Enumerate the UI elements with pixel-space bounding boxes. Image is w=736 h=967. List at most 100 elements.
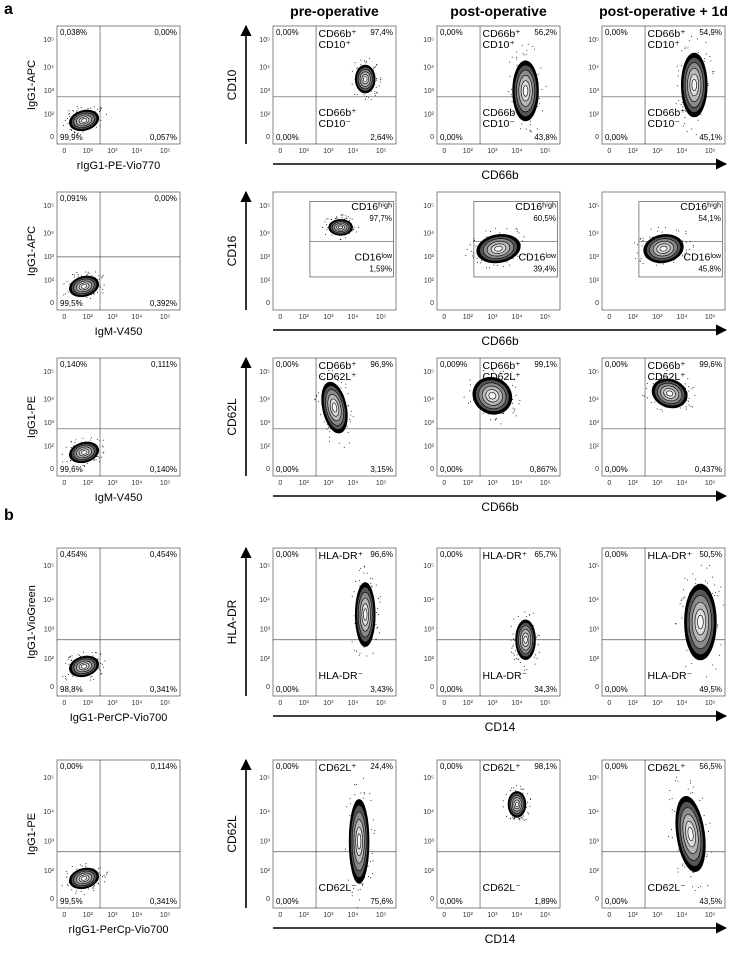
event-dot [80,275,82,277]
y-tick-label: 10³ [44,254,55,261]
x-tick-label: 10² [299,148,310,155]
event-dot [348,220,350,222]
quadrant-percent: 0,437% [695,465,722,474]
event-dot [325,218,327,220]
event-dot [349,217,351,219]
contour [363,608,368,621]
event-dot [503,370,505,372]
event-dot [678,230,680,232]
event-dot [379,596,381,598]
x-tick-label: 10⁵ [376,480,387,487]
event-dot [351,891,353,893]
event-dot [374,95,376,97]
event-dot [718,654,720,656]
y-tick-label: 10⁴ [588,396,599,403]
event-dot [681,240,683,242]
event-dot [540,67,542,69]
event-dot [512,384,514,386]
event-dot [81,865,83,867]
event-dot [66,873,68,875]
event-dot [507,91,509,93]
quadrant-percent: 34,3% [534,685,557,694]
x-tick-label: 0 [442,148,446,155]
event-dot [477,262,479,264]
event-dot [347,216,349,218]
event-dot [102,288,104,290]
y-tick-label: 10⁵ [588,775,599,782]
event-dot [525,128,527,130]
event-dot [314,398,316,400]
event-dot [519,128,521,130]
event-dot [695,582,697,584]
event-dot [466,248,468,250]
event-dot [704,580,706,582]
event-dot [510,789,512,791]
event-dot [535,654,537,656]
event-dot [513,818,515,820]
quadrant-percent: 0,00% [154,194,177,203]
quadrant-percent: 98,8% [60,685,83,694]
event-dot [327,227,329,229]
contour [81,664,88,669]
quadrant-percent: 99,9% [60,133,83,142]
quadrant-percent: 99,1% [534,360,557,369]
event-dot [526,615,528,617]
event-dot [67,884,69,886]
event-dot [509,818,511,820]
event-dot [524,669,526,671]
y-axis-label: CD62L [225,815,239,853]
quadrant-percent: 0,111% [151,360,177,369]
x-tick-label: 10⁵ [540,314,551,321]
event-dot [63,283,65,285]
event-dot [362,882,364,884]
x-axis-label: IgM-V450 [95,492,143,504]
event-dot [671,809,673,811]
x-tick-label: 10³ [107,314,118,321]
event-dot [646,397,648,399]
y-tick-label: 10⁴ [423,230,434,237]
event-dot [529,805,531,807]
event-dot [363,566,365,568]
event-dot [475,245,477,247]
event-dot [701,797,703,799]
y-tick-label: 10³ [260,420,271,427]
event-dot [98,668,100,670]
event-dot [345,383,347,385]
y-tick-label: 10³ [424,88,435,95]
event-dot [98,667,100,669]
quadrant-percent: 0,114% [150,762,177,771]
y-tick-label: 10⁴ [588,597,599,604]
event-dot [354,622,356,624]
y-tick-label: 0 [430,466,434,473]
event-dot [527,802,529,804]
event-dot [687,400,689,402]
x-axis-label: CD14 [485,932,516,946]
event-dot [680,599,682,601]
y-tick-label: 0 [266,300,270,307]
y-tick-label: 10² [44,278,55,285]
event-dot [364,793,366,795]
event-dot [73,465,75,467]
event-dot [492,367,494,369]
event-dot [350,414,352,416]
event-dot [485,267,487,269]
event-dot [366,572,368,574]
event-dot [516,654,518,656]
event-dot [510,377,512,379]
event-dot [513,378,515,380]
event-dot [349,798,351,800]
event-dot [351,595,353,597]
event-dot [365,61,367,63]
event-dot [502,800,504,802]
event-dot [699,800,701,802]
contour-plot [642,369,696,412]
event-dot [324,221,326,223]
event-dot [635,258,637,260]
gate-label: CD16ʰⁱᵍʰ [515,201,556,213]
event-dot [489,419,491,421]
x-tick-label: 0 [62,314,66,321]
event-dot [685,233,687,235]
quadrant-percent: 0,00% [60,762,83,771]
y-tick-label: 10⁵ [423,203,434,210]
event-dot [637,244,639,246]
